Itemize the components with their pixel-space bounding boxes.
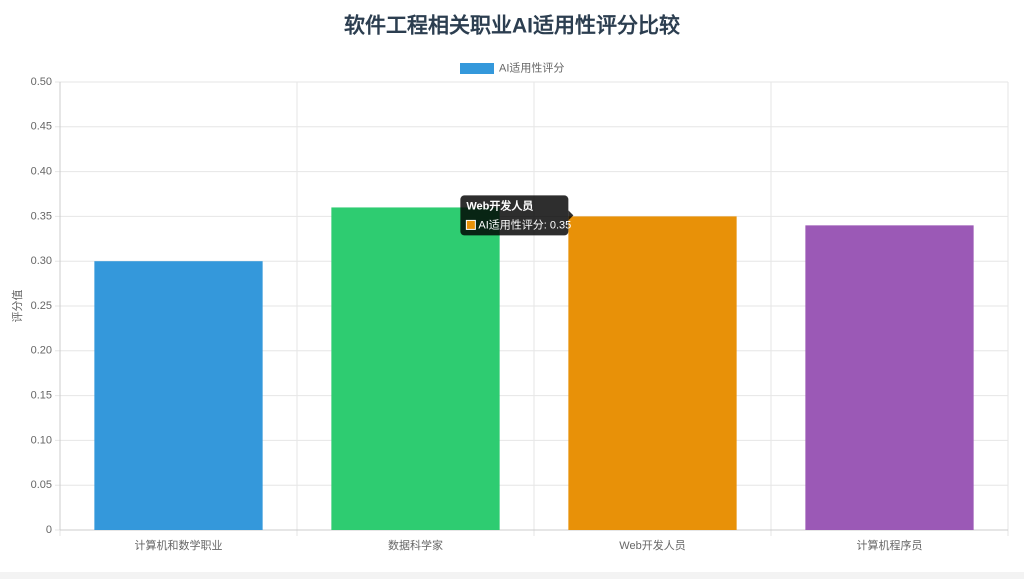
y-tick-label: 0.45 (31, 121, 52, 133)
x-tick-label: 计算机和数学职业 (135, 538, 223, 552)
bar (94, 261, 263, 530)
y-tick-label: 0.15 (31, 390, 52, 402)
tooltip-label: AI适用性评分: 0.35 (478, 217, 571, 231)
bar (331, 207, 500, 530)
y-tick-label: 0.10 (31, 434, 52, 446)
footer-strip (0, 572, 1024, 579)
y-tick-label: 0.50 (31, 76, 52, 88)
chart-title: 软件工程相关职业AI适用性评分比较 (344, 14, 680, 38)
tooltip-swatch (465, 219, 476, 230)
x-tick-label: 计算机程序员 (857, 538, 923, 552)
y-tick-label: 0.35 (31, 210, 52, 222)
legend-swatch (460, 63, 494, 74)
x-tick-label: 数据科学家 (388, 538, 443, 552)
y-tick-label: 0.40 (31, 166, 52, 178)
x-tick-label: Web开发人员 (619, 538, 685, 552)
y-axis-label: 评分值 (11, 290, 24, 323)
legend-label: AI适用性评分 (499, 60, 564, 74)
tooltip-title: Web开发人员 (466, 198, 533, 212)
y-tick-label: 0.30 (31, 255, 52, 267)
tooltip-caret (568, 210, 574, 221)
tooltip-box (460, 195, 569, 236)
y-tick-label: 0 (46, 524, 52, 536)
y-tick-label: 0.05 (31, 479, 52, 491)
y-tick-label: 0.20 (31, 345, 52, 357)
bar (568, 216, 737, 530)
y-tick-label: 0.25 (31, 300, 52, 312)
tooltip: Web开发人员 AI适用性评分: 0.35 (460, 195, 574, 236)
bar (805, 225, 974, 531)
